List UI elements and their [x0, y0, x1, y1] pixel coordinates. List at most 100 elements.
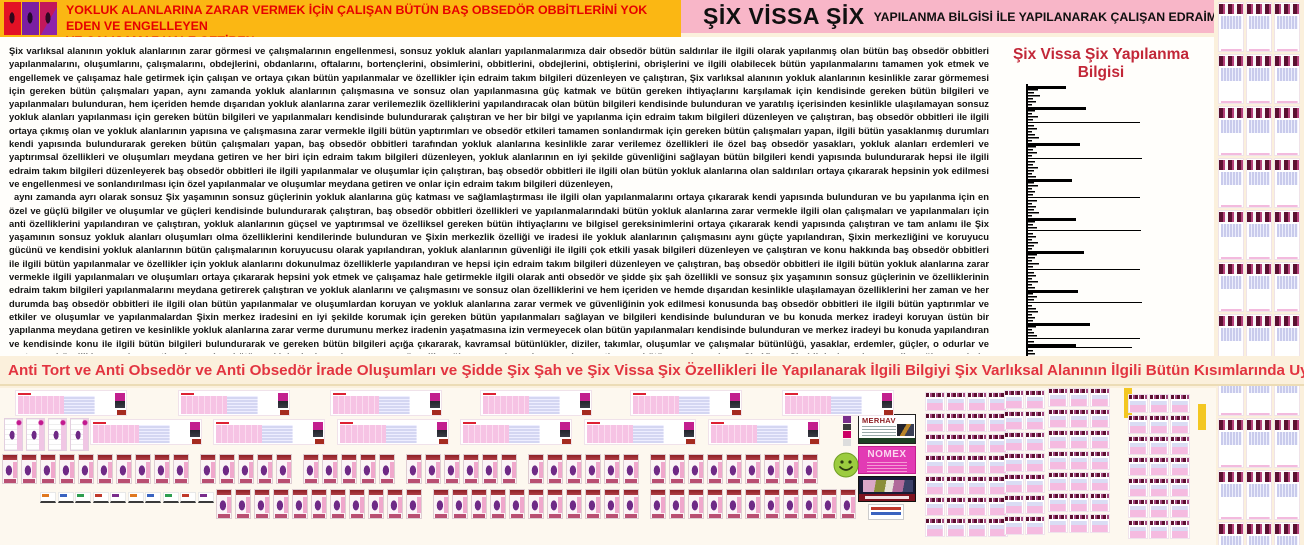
cup-thumbnail[interactable]: [604, 454, 620, 484]
grid-thumbnail[interactable]: [1090, 388, 1110, 407]
grid-thumbnail[interactable]: [1069, 451, 1089, 470]
grid-thumbnail[interactable]: [1069, 388, 1089, 407]
grid-thumbnail[interactable]: [1004, 474, 1024, 493]
page-thumbnail[interactable]: [584, 419, 696, 445]
cup-thumbnail[interactable]: [78, 454, 94, 484]
cup-thumbnail[interactable]: [59, 454, 75, 484]
grid-thumbnail[interactable]: [1128, 457, 1148, 476]
grid-thumbnail[interactable]: [967, 518, 987, 537]
grid-thumbnail[interactable]: [1128, 394, 1148, 413]
cup-thumbnail[interactable]: [292, 489, 308, 519]
flat-thumbnail[interactable]: [180, 492, 196, 503]
cup-thumbnail[interactable]: [273, 489, 289, 519]
cup-thumbnail[interactable]: [2, 454, 18, 484]
grid-thumbnail[interactable]: [967, 455, 987, 474]
doc-thumbnail[interactable]: [1218, 470, 1244, 520]
cup-thumbnail[interactable]: [379, 454, 395, 484]
grid-thumbnail[interactable]: [1048, 430, 1068, 449]
page-thumbnail[interactable]: [337, 419, 449, 445]
flat-thumbnail[interactable]: [162, 492, 179, 503]
cup-thumbnail[interactable]: [406, 489, 422, 519]
cup-thumbnail[interactable]: [650, 454, 666, 484]
grid-thumbnail[interactable]: [1048, 388, 1068, 407]
cup-thumbnail[interactable]: [802, 454, 818, 484]
tall-thumbnail[interactable]: [4, 418, 23, 451]
grid-thumbnail[interactable]: [1149, 394, 1169, 413]
cup-thumbnail[interactable]: [566, 454, 582, 484]
grid-thumbnail[interactable]: [925, 392, 945, 411]
grid-thumbnail[interactable]: [1128, 415, 1148, 434]
page-thumbnail[interactable]: [330, 390, 442, 416]
cup-thumbnail[interactable]: [154, 454, 170, 484]
doc-thumbnail[interactable]: [1246, 210, 1272, 260]
doc-thumbnail[interactable]: [1274, 158, 1300, 208]
grid-thumbnail[interactable]: [1025, 453, 1045, 472]
doc-thumbnail[interactable]: [1246, 418, 1272, 468]
grid-thumbnail[interactable]: [1004, 495, 1024, 514]
cup-thumbnail[interactable]: [585, 454, 601, 484]
cup-thumbnail[interactable]: [669, 454, 685, 484]
grid-thumbnail[interactable]: [946, 392, 966, 411]
cup-thumbnail[interactable]: [509, 489, 525, 519]
doc-thumbnail[interactable]: [1218, 262, 1244, 312]
grid-thumbnail[interactable]: [1025, 474, 1045, 493]
grid-thumbnail[interactable]: [1025, 495, 1045, 514]
doc-thumbnail[interactable]: [1246, 470, 1272, 520]
doc-thumbnail[interactable]: [1274, 418, 1300, 468]
page-thumbnail[interactable]: [480, 390, 592, 416]
grid-thumbnail[interactable]: [1170, 499, 1190, 518]
cup-thumbnail[interactable]: [433, 489, 449, 519]
doc-thumbnail[interactable]: [1274, 2, 1300, 52]
cup-thumbnail[interactable]: [623, 489, 639, 519]
doc-thumbnail[interactable]: [1274, 262, 1300, 312]
grid-thumbnail[interactable]: [946, 497, 966, 516]
grid-thumbnail[interactable]: [1004, 411, 1024, 430]
doc-thumbnail[interactable]: [1246, 158, 1272, 208]
cup-thumbnail[interactable]: [97, 454, 113, 484]
doc-thumbnail[interactable]: [1218, 158, 1244, 208]
grid-thumbnail[interactable]: [1069, 472, 1089, 491]
page-thumbnail[interactable]: [630, 390, 742, 416]
grid-thumbnail[interactable]: [925, 497, 945, 516]
grid-thumbnail[interactable]: [1170, 394, 1190, 413]
cup-thumbnail[interactable]: [688, 489, 704, 519]
grid-thumbnail[interactable]: [925, 455, 945, 474]
grid-thumbnail[interactable]: [1048, 472, 1068, 491]
cup-thumbnail[interactable]: [368, 489, 384, 519]
grid-thumbnail[interactable]: [946, 518, 966, 537]
doc-thumbnail[interactable]: [1218, 418, 1244, 468]
page-thumbnail[interactable]: [782, 390, 894, 416]
cup-thumbnail[interactable]: [482, 454, 498, 484]
grid-thumbnail[interactable]: [1004, 432, 1024, 451]
grid-thumbnail[interactable]: [1090, 493, 1110, 512]
grid-thumbnail[interactable]: [1149, 436, 1169, 455]
grid-thumbnail[interactable]: [1004, 516, 1024, 535]
doc-thumbnail[interactable]: [1218, 54, 1244, 104]
cup-thumbnail[interactable]: [173, 454, 189, 484]
tall-thumbnail[interactable]: [70, 418, 89, 451]
cup-thumbnail[interactable]: [707, 454, 723, 484]
flat-thumbnail[interactable]: [57, 492, 74, 503]
flat-thumbnail[interactable]: [40, 492, 56, 503]
flat-thumbnail[interactable]: [145, 492, 161, 503]
cup-thumbnail[interactable]: [40, 454, 56, 484]
grid-thumbnail[interactable]: [1149, 478, 1169, 497]
cup-thumbnail[interactable]: [547, 489, 563, 519]
page-thumbnail[interactable]: [15, 390, 127, 416]
cup-thumbnail[interactable]: [650, 489, 666, 519]
grid-thumbnail[interactable]: [1004, 453, 1024, 472]
cup-thumbnail[interactable]: [623, 454, 639, 484]
grid-thumbnail[interactable]: [1069, 493, 1089, 512]
cup-thumbnail[interactable]: [764, 454, 780, 484]
cup-thumbnail[interactable]: [764, 489, 780, 519]
doc-thumbnail[interactable]: [1274, 210, 1300, 260]
cup-thumbnail[interactable]: [257, 454, 273, 484]
doc-thumbnail[interactable]: [1218, 2, 1244, 52]
note-card[interactable]: [868, 504, 904, 520]
grid-thumbnail[interactable]: [967, 434, 987, 453]
cup-thumbnail[interactable]: [604, 489, 620, 519]
doc-thumbnail[interactable]: [1274, 470, 1300, 520]
cup-thumbnail[interactable]: [585, 489, 601, 519]
grid-thumbnail[interactable]: [967, 497, 987, 516]
cup-thumbnail[interactable]: [425, 454, 441, 484]
